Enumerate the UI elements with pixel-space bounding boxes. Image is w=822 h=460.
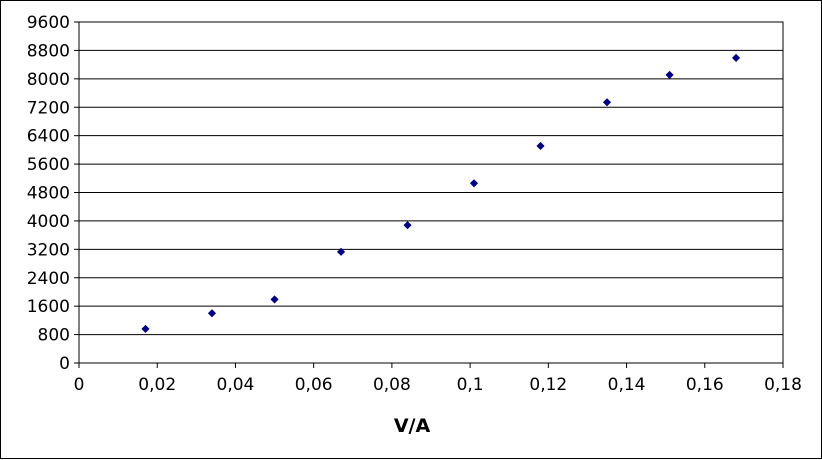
data-point-0 [141,324,150,333]
y-tick-label-3: 2400 [27,269,70,289]
x-tick-label-0: 0 [74,375,85,395]
x-tick-label-9: 0,18 [764,375,802,395]
y-tick-label-7: 5600 [27,155,70,175]
y-tick-label-12: 9600 [27,13,70,33]
data-point-9 [732,53,741,62]
data-point-7 [602,98,612,107]
data-point-2 [270,295,279,304]
y-tick-label-2: 1600 [27,297,70,317]
data-points [141,53,741,333]
y-tick-label-6: 4800 [27,184,70,204]
ticks [74,21,784,368]
y-tick-label-1: 800 [38,326,70,346]
x-tick-label-7: 0,14 [608,375,646,395]
x-tick-label-3: 0,06 [295,375,333,395]
x-tick-label-6: 0,12 [529,375,567,395]
data-point-8 [665,70,674,79]
x-axis-title: V/A [394,415,431,437]
y-tick-label-0: 0 [59,354,70,374]
data-point-3 [336,247,346,256]
data-point-5 [469,179,479,188]
data-point-4 [403,221,412,230]
y-tick-label-11: 8800 [27,41,70,61]
x-tick-label-2: 0,04 [217,375,255,395]
y-tick-labels: 0 800 1600 2400 3200 4000 4800 5600 6400 7200 8000… [27,13,70,374]
y-tick-label-9: 7200 [27,98,70,118]
x-tick-label-5: 0,1 [457,375,484,395]
y-tick-label-5: 4000 [27,212,70,232]
data-point-6 [536,141,545,151]
y-tick-label-8: 6400 [27,127,70,147]
x-tick-label-8: 0,16 [686,375,724,395]
data-point-1 [207,309,217,318]
y-tick-label-10: 8000 [27,70,70,90]
y-tick-label-4: 3200 [27,240,70,260]
gridlines [79,21,783,364]
x-tick-label-1: 0,02 [138,375,176,395]
x-tick-labels: 0 0,02 0,04 0,06 0,08 0,1 0,12 0,14 0,16 0,18 [74,375,802,395]
x-tick-label-4: 0,08 [373,375,411,395]
